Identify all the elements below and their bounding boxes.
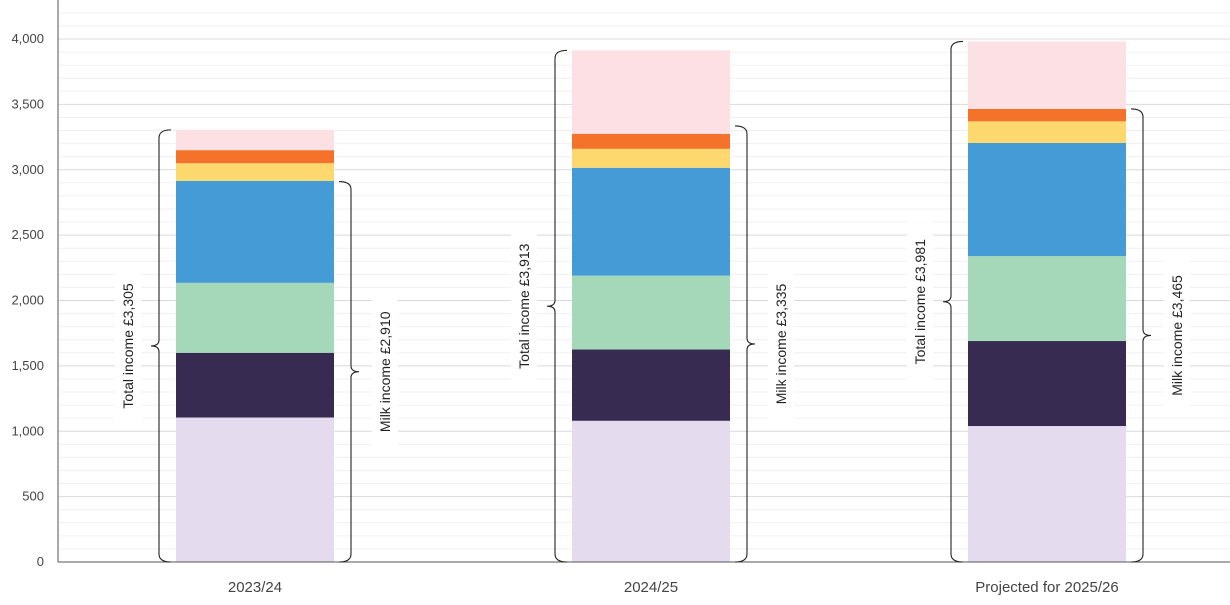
brace-shape bbox=[1130, 108, 1152, 563]
bar-segment bbox=[176, 129, 334, 151]
bar-segment bbox=[968, 121, 1126, 143]
brace-label-background bbox=[115, 265, 141, 426]
bar-stack bbox=[968, 41, 1126, 562]
brace-label-background bbox=[511, 226, 537, 387]
total-income-brace: Total income £3,913 bbox=[511, 49, 568, 563]
income-braces: Total income £3,305 Milk income £2,910 Tot… bbox=[115, 40, 1190, 563]
y-tick-label: 2,000 bbox=[11, 293, 44, 308]
brace-shape bbox=[150, 129, 172, 563]
y-tick-label: 4,000 bbox=[11, 31, 44, 46]
bar-segment bbox=[572, 420, 730, 562]
total-income-label: Total income £3,305 bbox=[120, 283, 136, 409]
milk-income-label: Milk income £3,335 bbox=[773, 283, 789, 404]
bar-segment bbox=[572, 50, 730, 134]
bar-segment bbox=[968, 142, 1126, 257]
x-category-label: 2024/25 bbox=[624, 579, 678, 596]
y-tick-label: 0 bbox=[37, 554, 44, 569]
bar-segment bbox=[572, 275, 730, 350]
total-income-brace: Total income £3,305 bbox=[115, 129, 172, 563]
bar-segment bbox=[968, 341, 1126, 427]
x-axis-category-labels: 2023/24 2024/25 Projected for 2025/26 bbox=[228, 579, 1119, 596]
x-category-label: 2023/24 bbox=[228, 579, 282, 596]
y-tick-label: 1,500 bbox=[11, 358, 44, 373]
y-axis-tick-labels: 0 500 1,000 1,500 2,000 2,500 3,000 3,500 4,000 bbox=[11, 31, 44, 569]
y-tick-label: 500 bbox=[22, 489, 44, 504]
milk-income-brace: Milk income £3,465 bbox=[1130, 108, 1190, 563]
brace-label-background bbox=[768, 263, 794, 424]
axes bbox=[57, 0, 1230, 563]
bar-segment bbox=[176, 150, 334, 164]
bar-segment bbox=[176, 282, 334, 353]
brace-shape bbox=[734, 125, 756, 563]
total-income-label: Total income £3,981 bbox=[912, 239, 928, 365]
bar-segment bbox=[968, 256, 1126, 342]
milk-income-label: Milk income £2,910 bbox=[377, 311, 393, 432]
y-tick-label: 2,500 bbox=[11, 227, 44, 242]
y-tick-label: 3,500 bbox=[11, 96, 44, 111]
y-tick-label: 1,000 bbox=[11, 423, 44, 438]
milk-income-brace: Milk income £3,335 bbox=[734, 125, 794, 563]
bar-segment bbox=[572, 167, 730, 276]
bar-segment bbox=[176, 352, 334, 418]
bar-segment bbox=[968, 41, 1126, 109]
bar-stack bbox=[572, 50, 730, 562]
brace-label-background bbox=[1164, 255, 1190, 416]
bar-stacks bbox=[176, 41, 1126, 562]
brace-shape bbox=[338, 180, 360, 563]
bar-segment bbox=[572, 133, 730, 149]
total-income-label: Total income £3,913 bbox=[516, 243, 532, 369]
x-category-label: Projected for 2025/26 bbox=[975, 579, 1118, 596]
milk-income-label: Milk income £3,465 bbox=[1169, 275, 1185, 396]
bar-segment bbox=[968, 108, 1126, 122]
bar-segment bbox=[572, 349, 730, 421]
y-tick-label: 3,000 bbox=[11, 162, 44, 177]
brace-shape bbox=[546, 49, 568, 563]
brace-label-background bbox=[907, 221, 933, 382]
bar-segment bbox=[968, 426, 1126, 562]
bar-segment bbox=[176, 163, 334, 181]
brace-shape bbox=[942, 40, 964, 563]
bar-segment bbox=[176, 180, 334, 283]
bar-segment bbox=[176, 417, 334, 562]
milk-income-brace: Milk income £2,910 bbox=[338, 180, 398, 563]
brace-label-background bbox=[372, 291, 398, 452]
bar-segment bbox=[572, 148, 730, 168]
bar-stack bbox=[176, 129, 334, 562]
total-income-brace: Total income £3,981 bbox=[907, 40, 964, 563]
